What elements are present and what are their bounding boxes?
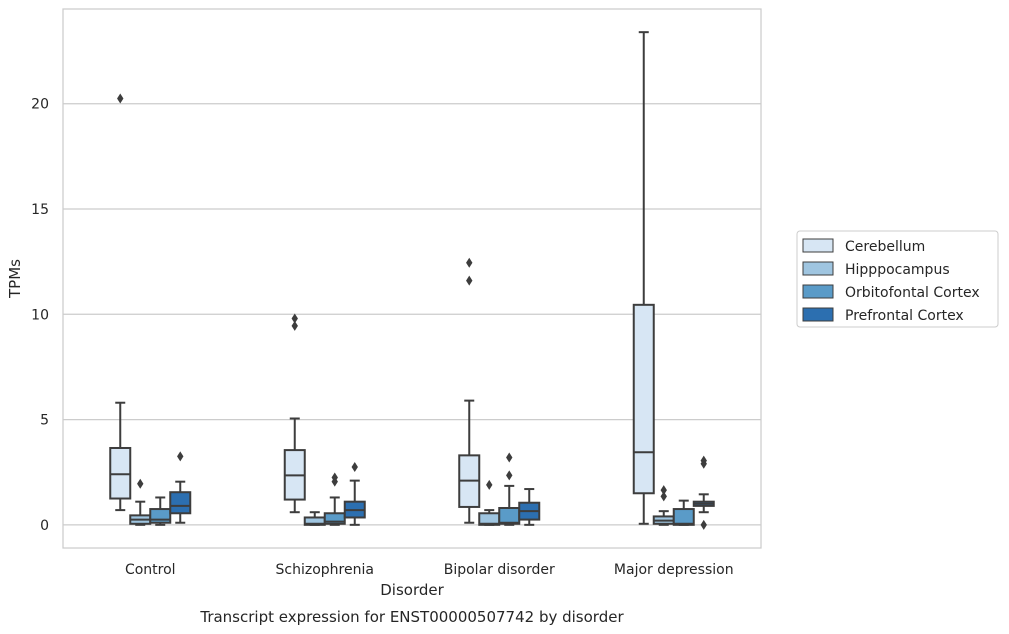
outlier-point (331, 472, 338, 483)
outlier-point (137, 478, 144, 489)
boxes (109, 31, 715, 530)
box (149, 508, 172, 524)
outlier-point (506, 470, 513, 481)
gridlines (63, 103, 761, 526)
y-axis-label: TPMs (6, 259, 24, 299)
y-tick-label: 15 (31, 202, 49, 218)
y-tick-label: 10 (31, 307, 49, 323)
legend-label: Hipppocampus (845, 262, 950, 278)
y-tick-labels: 0 5 10 15 20 (31, 97, 49, 534)
box-plot (303, 511, 326, 526)
outlier-point (466, 257, 473, 268)
outlier-point (466, 275, 473, 286)
box-plot (672, 499, 695, 526)
outlier-point (177, 451, 184, 462)
outlier-point (700, 455, 707, 466)
y-tick-label: 20 (31, 97, 49, 113)
x-tick-labels: Control Schizophrenia Bipolar disorder Majo… (125, 562, 734, 578)
outlier-point (506, 452, 513, 463)
x-tick-label: Bipolar disorder (444, 562, 555, 578)
outlier-point (291, 320, 298, 331)
box (109, 446, 132, 500)
x-tick-label: Major depression (614, 562, 734, 578)
box-plot (498, 452, 521, 526)
outlier-point (660, 491, 667, 502)
legend-label: Cerebellum (845, 239, 925, 255)
box (169, 491, 192, 515)
x-tick-label: Control (125, 562, 176, 578)
outlier-point (700, 519, 707, 530)
y-tick-label: 5 (40, 413, 49, 429)
box-plot (169, 451, 192, 524)
legend-frame (796, 230, 999, 328)
x-axis-label: Disorder (380, 581, 444, 599)
box (672, 508, 695, 526)
outlier-point (660, 485, 667, 496)
outlier-point (291, 313, 298, 324)
box-plot (692, 455, 715, 530)
legend-label: Prefrontal Cortex (845, 308, 964, 324)
box (323, 512, 346, 525)
box-plot (149, 496, 172, 526)
outlier-point (486, 479, 493, 490)
box-plot (652, 485, 675, 526)
chart-caption: Transcript expression for ENST0000050774… (199, 608, 624, 626)
box-plot (632, 31, 655, 525)
y-tick-label: 0 (40, 518, 49, 534)
box-plot (109, 93, 132, 512)
box-plot (323, 472, 346, 526)
legend-swatch (802, 238, 834, 253)
x-tick-label: Schizophrenia (276, 562, 374, 578)
box-plot (129, 478, 152, 526)
box-plot (283, 313, 306, 514)
legend-label: Orbitofontal Cortex (845, 285, 980, 301)
legend: Cerebellum Hipppocampus Orbitofontal Corte… (796, 230, 999, 328)
legend-swatch (802, 307, 834, 322)
outlier-point (351, 461, 358, 472)
box-plot (343, 461, 366, 526)
legend-swatch (802, 284, 834, 299)
box (498, 506, 521, 525)
box-plot (518, 488, 541, 526)
outlier-point (117, 93, 124, 104)
plot-frame (62, 8, 762, 549)
box-plot (478, 479, 501, 526)
legend-swatch (802, 261, 834, 276)
box-plot (458, 257, 481, 524)
box (632, 303, 655, 495)
